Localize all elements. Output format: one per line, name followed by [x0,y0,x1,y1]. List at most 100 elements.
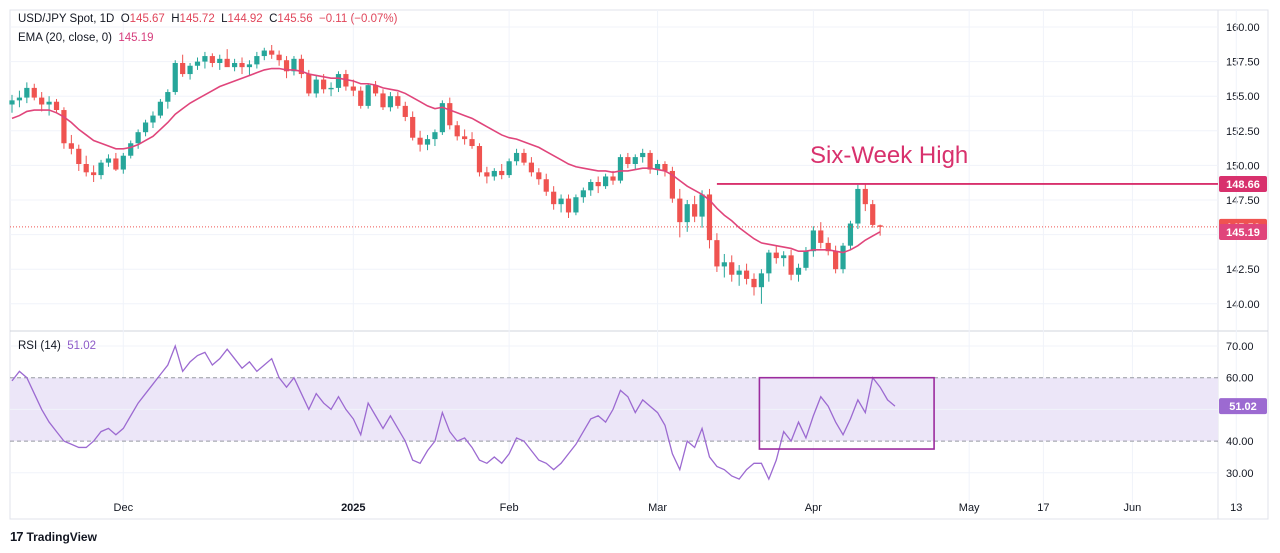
candle-body [795,267,802,275]
candle-body [551,191,557,205]
candle-body [521,152,527,163]
candle-body [781,255,787,259]
candle-body [335,74,342,88]
candle-body [16,97,23,101]
candle-body [847,223,854,246]
time-tick-label: Feb [500,502,519,514]
candle-body [68,143,74,149]
ema-badge-bg [1219,223,1267,240]
candle-body [484,172,490,177]
candle-body [217,58,223,63]
candle-body [172,62,178,93]
candle-body [447,103,453,126]
rsi-tick-label: 40.00 [1226,436,1254,448]
price-tick-label: 152.50 [1226,126,1260,138]
candle-body [714,240,720,267]
candle-body [83,164,89,173]
candle-body [729,262,735,275]
candle-body [454,125,460,137]
candle-body [194,61,201,66]
candle-body [736,270,742,275]
brand-name: TradingView [26,529,97,544]
candle-body [788,255,794,275]
candle-body [224,58,230,68]
candle-body [499,170,505,176]
candle-body [513,152,520,162]
candle-body [699,194,705,217]
candle-body [462,136,468,140]
tradingview-logo[interactable]: 17 TradingView [10,529,97,544]
candle-body [91,172,97,176]
candle-body [617,157,624,181]
candle-body [372,85,379,94]
time-tick-label: 2025 [341,502,365,514]
candle-body [743,270,750,279]
candle-body [395,96,401,106]
candle-body [684,204,690,223]
candle-body [870,204,876,225]
candle-body [321,79,327,90]
candle-body [543,179,549,192]
six-week-high-badge: 148.66 [1226,179,1260,191]
candle-body [39,97,45,105]
candle-body [840,245,846,270]
time-tick-label: 13 [1230,502,1242,514]
candle-body [365,85,371,106]
candle-body [625,157,631,165]
candle-body [269,50,275,55]
candle-body [61,110,67,144]
candle-body [692,204,698,217]
candle-body [328,87,334,90]
close-label: C [269,13,278,25]
price-tick-label: 160.00 [1226,22,1260,34]
low-label: L [221,13,228,25]
candle-body [306,74,312,94]
rsi-line [11,343,896,481]
candle-body [410,116,416,138]
candle-body [766,252,772,274]
ema-label: EMA (20, close, 0) [18,32,112,44]
candle-body [313,79,319,94]
candle-body [565,198,572,213]
close-value: 145.56 [277,13,313,25]
candle-body [202,56,208,62]
candle-body [862,188,868,205]
candle-body [24,87,30,98]
high-value: 145.72 [179,13,215,25]
candle-body [528,162,534,173]
candle-body [773,252,779,259]
ema-legend: EMA (20, close, 0) 145.19 [18,32,154,44]
candle-body [669,170,675,199]
candle-body [758,273,765,288]
candle-body [165,92,171,102]
candle-body [417,137,423,145]
candle-body [291,58,297,72]
candle-body [113,158,119,170]
candle-body [283,60,290,72]
time-tick-label: Apr [805,502,822,514]
candle-body [380,93,386,108]
candle-body [751,278,757,288]
candle-body [424,139,431,145]
chart-frame [9,9,1269,520]
rsi-value: 51.02 [67,340,96,352]
candle-body [387,96,394,108]
candle-body [9,100,15,105]
price-tick-label: 157.50 [1226,57,1260,69]
rsi-badge-bg [1219,398,1267,415]
candle-body [476,146,483,173]
candle-body [358,90,364,106]
candle-body [632,157,638,165]
candle-body [654,164,661,170]
candle-body [254,56,260,65]
candle-body [573,197,579,213]
rsi-tick-label: 60.00 [1226,373,1254,385]
candle-body [276,54,282,61]
candle-body [610,176,616,181]
candle-body [818,230,824,243]
ema-line [11,67,881,254]
time-tick-label: Mar [648,502,667,514]
open-label: O [120,13,130,25]
change-value: −0.11 (−0.07%) [319,13,398,25]
